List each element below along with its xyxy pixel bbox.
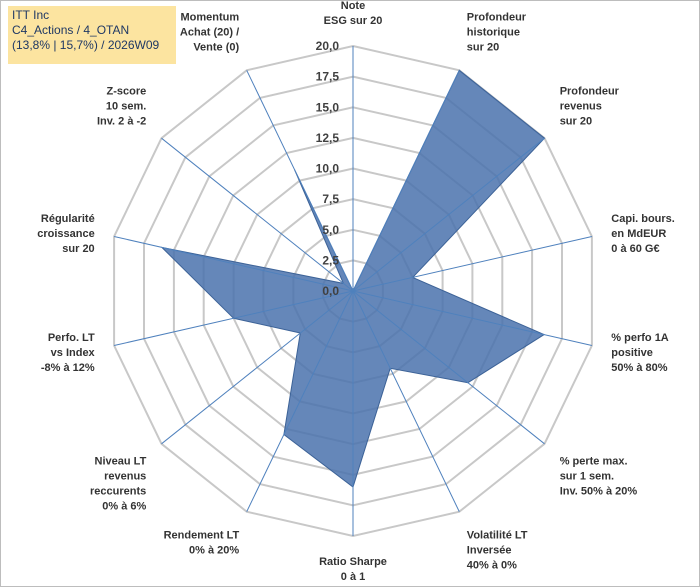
- category-label-line: Inv. 50% à 20%: [560, 486, 638, 498]
- category-label-line: Régularité: [41, 213, 95, 225]
- tick-label: 17,5: [316, 70, 340, 84]
- category-label-line: Ratio Sharpe: [319, 556, 387, 568]
- category-label: % perte max. sur 1 sem. Inv. 50% à 20%: [560, 456, 638, 498]
- tick-label: 5,0: [322, 223, 339, 237]
- category-label-line: Inv. 2 à -2: [97, 116, 146, 128]
- category-label: Note ESG sur 20: [324, 0, 383, 27]
- category-label-line: Volatilité LT: [467, 530, 528, 542]
- category-label: Ratio Sharpe 0 à 1: [319, 556, 387, 583]
- category-label-line: reccurents: [90, 486, 146, 498]
- category-label-line: Vente (0): [193, 41, 239, 53]
- category-label: Profondeur historique sur 20: [467, 11, 527, 53]
- category-label-line: 0 à 60 G€: [611, 243, 659, 255]
- category-label-line: Z-score: [107, 86, 147, 98]
- axis-spoke: [352, 236, 593, 292]
- tick-label: 12,5: [316, 131, 340, 145]
- category-label-line: en MdEUR: [611, 228, 666, 240]
- category-label-line: 10 sem.: [106, 101, 146, 113]
- category-label-line: revenus: [104, 471, 146, 483]
- category-label-line: positive: [611, 347, 653, 359]
- category-label: Z-score 10 sem. Inv. 2 à -2: [97, 86, 146, 128]
- category-label-line: Capi. bours.: [611, 213, 675, 225]
- tick-label: 20,0: [316, 39, 340, 53]
- category-label: Volatilité LT Inversée 40% à 0%: [467, 530, 528, 572]
- axis-spoke: [161, 290, 354, 445]
- category-label-line: Note: [341, 0, 365, 12]
- category-label-line: 0 à 1: [341, 571, 365, 583]
- radial-ticks: 0,0 2,5 5,0 7,5 10,0 12,5 15,0 17,5 20,0: [316, 39, 340, 298]
- axis-spoke: [113, 290, 354, 346]
- axis-spoke: [352, 290, 545, 445]
- info-box: ITT Inc C4_Actions / 4_OTAN (13,8% | 15,…: [8, 6, 176, 64]
- tick-label: 15,0: [316, 100, 340, 114]
- axis-spoke: [352, 137, 545, 292]
- info-stats: (13,8% | 15,7%) / 2026W09: [12, 38, 160, 52]
- category-label: Momentum Achat (20) / Vente (0): [180, 11, 240, 53]
- category-label-line: Perfo. LT: [48, 332, 95, 344]
- info-company: ITT Inc: [12, 8, 50, 22]
- radar-spokes: [113, 46, 593, 536]
- category-label-line: Profondeur: [467, 11, 527, 23]
- category-label-line: croissance: [37, 228, 94, 240]
- category-label: Capi. bours. en MdEUR 0 à 60 G€: [611, 213, 675, 255]
- category-label-line: sur 20: [560, 116, 592, 128]
- category-label: Rendement LT 0% à 20%: [164, 530, 240, 557]
- category-label-line: 0% à 20%: [189, 545, 239, 557]
- category-label-line: ESG sur 20: [324, 15, 383, 27]
- category-label-line: 0% à 6%: [102, 501, 146, 513]
- category-label-line: 40% à 0%: [467, 560, 517, 572]
- axis-spoke: [161, 137, 354, 292]
- axis-spoke: [113, 236, 354, 292]
- category-label-line: % perfo 1A: [611, 332, 669, 344]
- category-label-line: sur 20: [467, 41, 499, 53]
- axis-spoke: [352, 70, 460, 292]
- tick-label: 2,5: [322, 253, 339, 267]
- category-label-line: sur 1 sem.: [560, 471, 614, 483]
- axis-spoke: [246, 70, 354, 292]
- axis-spoke: [352, 290, 460, 512]
- tick-label: 0,0: [322, 284, 339, 298]
- category-label: Profondeur revenus sur 20: [560, 86, 620, 128]
- tick-label: 7,5: [322, 192, 339, 206]
- category-label-line: historique: [467, 26, 520, 38]
- category-labels: Note ESG sur 20 Profondeur historique sur 20…: [37, 0, 675, 583]
- category-label-line: 50% à 80%: [611, 362, 667, 374]
- category-label-line: Momentum: [181, 11, 240, 23]
- info-category: C4_Actions / 4_OTAN: [12, 23, 130, 37]
- category-label-line: Rendement LT: [164, 530, 240, 542]
- category-label-line: sur 20: [62, 243, 94, 255]
- category-label: Régularité croissance sur 20: [37, 213, 94, 255]
- axis-spoke: [352, 290, 593, 346]
- category-label-line: Achat (20) /: [180, 26, 239, 38]
- category-label-line: -8% à 12%: [41, 362, 95, 374]
- category-label-line: revenus: [560, 101, 602, 113]
- category-label: Niveau LT revenus reccurents 0% à 6%: [90, 456, 147, 513]
- category-label-line: % perte max.: [560, 456, 628, 468]
- category-label-line: Niveau LT: [95, 456, 147, 468]
- category-label-line: Profondeur: [560, 86, 620, 98]
- axis-spoke: [246, 290, 354, 512]
- tick-label: 10,0: [316, 162, 340, 176]
- category-label: % perfo 1A positive 50% à 80%: [611, 332, 669, 374]
- category-label: Perfo. LT vs Index -8% à 12%: [41, 332, 96, 374]
- category-label-line: Inversée: [467, 545, 512, 557]
- category-label-line: vs Index: [51, 347, 96, 359]
